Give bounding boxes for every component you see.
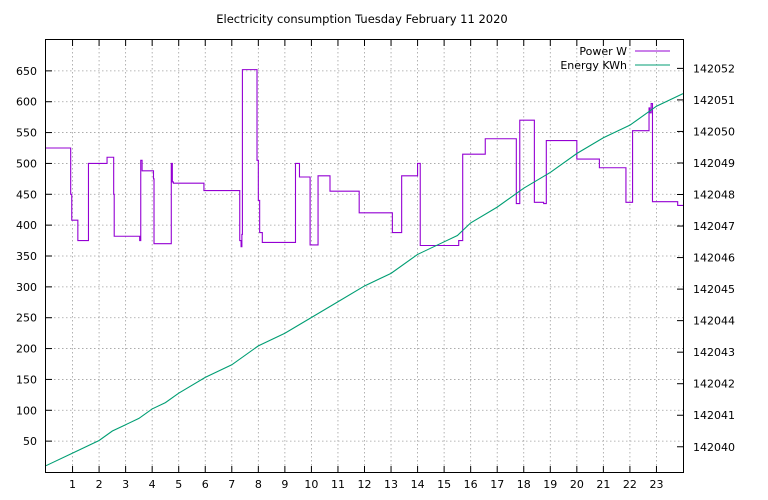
x-tick-label: 6 [202,478,209,491]
x-tick-label: 3 [122,478,129,491]
y2-tick-label: 142051 [693,94,735,107]
y-tick-label: 350 [16,250,37,263]
y2-tick-label: 142042 [693,378,735,391]
x-tick-label: 18 [517,478,531,491]
y-tick-label: 650 [16,65,37,78]
x-tick-label: 7 [228,478,235,491]
y-tick-label: 400 [16,219,37,232]
energy-series-line [45,93,684,467]
y-tick-label: 250 [16,312,37,325]
y-tick-label: 200 [16,343,37,356]
y2-tick-label: 142048 [693,189,735,202]
x-tick-label: 22 [623,478,637,491]
tick-layer: 1 2 3 4 5 6 7 8 9 10 11 12 13 14 15 16 17 18 19 20 21 22 23501… [16,40,735,491]
x-tick-label: 8 [255,478,262,491]
y2-tick-label: 142045 [693,283,735,296]
y2-tick-label: 142050 [693,125,735,138]
grid-layer [46,40,683,472]
x-tick-label: 15 [437,478,451,491]
x-tick-label: 9 [281,478,288,491]
y2-tick-label: 142044 [693,315,735,328]
y-tick-label: 550 [16,127,37,140]
legend-label-power: Power W [579,45,627,58]
x-tick-label: 13 [384,478,398,491]
y2-tick-label: 142041 [693,409,735,422]
y-tick-label: 50 [23,435,37,448]
x-tick-label: 10 [304,478,318,491]
y2-tick-label: 142047 [693,220,735,233]
legend-label-energy: Energy KWh [560,59,627,72]
y-tick-label: 600 [16,96,37,109]
x-tick-label: 17 [490,478,504,491]
y2-tick-label: 142040 [693,441,735,454]
x-tick-label: 5 [175,478,182,491]
y-tick-label: 100 [16,404,37,417]
x-tick-label: 12 [358,478,372,491]
legend: Power W Energy KWh [560,45,670,72]
series-layer [45,69,684,467]
y-tick-label: 500 [16,157,37,170]
y2-tick-label: 142046 [693,252,735,265]
y2-tick-label: 142052 [693,62,735,75]
x-tick-label: 11 [331,478,345,491]
y2-tick-label: 142049 [693,157,735,170]
x-tick-label: 19 [543,478,557,491]
y-tick-label: 450 [16,188,37,201]
x-tick-label: 1 [69,478,76,491]
x-tick-label: 16 [464,478,478,491]
y-tick-label: 150 [16,373,37,386]
x-tick-label: 14 [411,478,425,491]
x-tick-label: 2 [96,478,103,491]
y2-tick-label: 142043 [693,346,735,359]
x-tick-label: 23 [649,478,663,491]
plot-frame [45,39,684,473]
x-tick-label: 20 [570,478,584,491]
chart-title: Electricity consumption Tuesday February… [216,12,508,26]
x-tick-label: 4 [149,478,156,491]
x-tick-label: 21 [596,478,610,491]
y-tick-label: 300 [16,281,37,294]
